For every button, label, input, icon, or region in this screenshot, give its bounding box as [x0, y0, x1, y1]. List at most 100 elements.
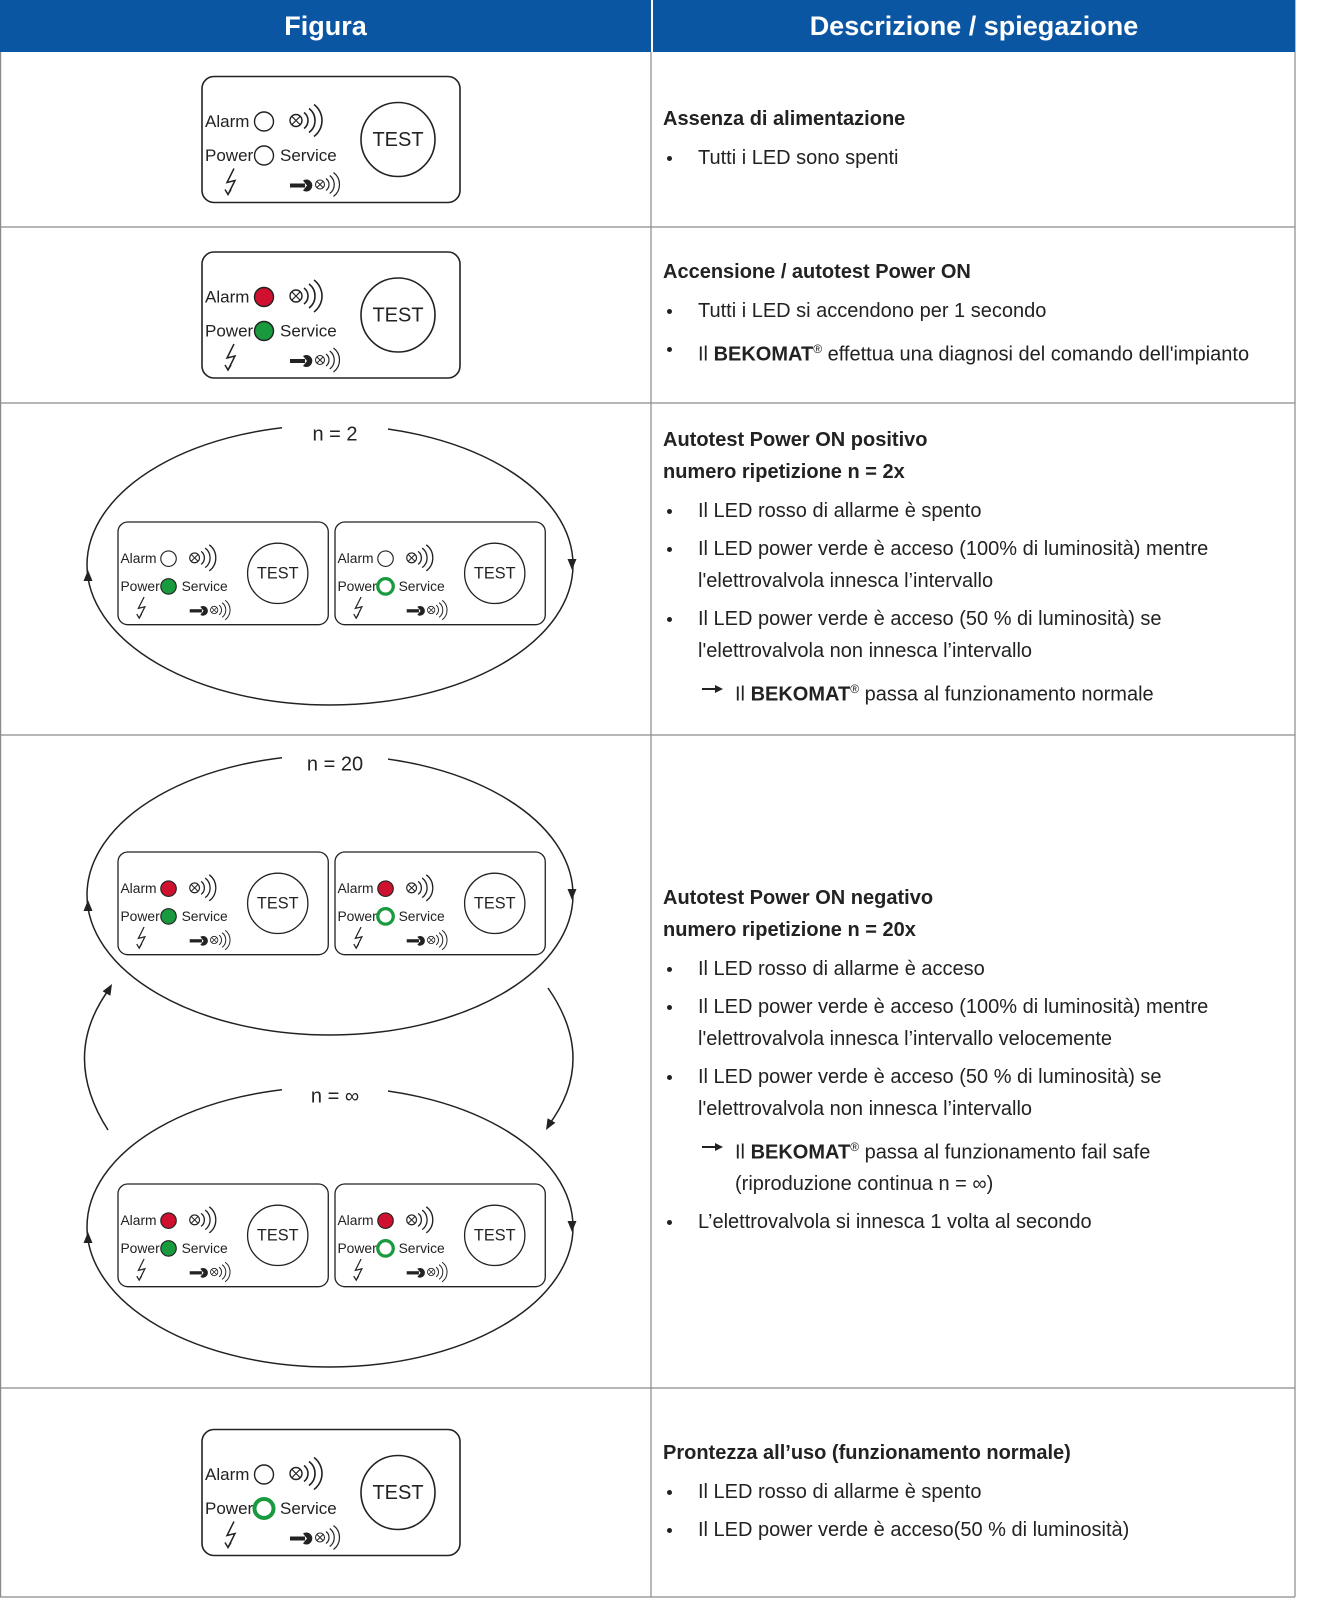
list-item: Il LED power verde è acceso (100% di lum…	[663, 991, 1263, 1055]
signal-icon	[189, 874, 217, 902]
arrow-head	[83, 900, 93, 911]
icon-part	[427, 1267, 436, 1277]
text: Il	[698, 343, 714, 366]
icon-part	[200, 550, 205, 565]
icon-part	[303, 1464, 309, 1483]
lightning-icon	[224, 343, 237, 372]
power-label: Power	[337, 578, 377, 594]
icon-part	[421, 877, 428, 899]
icon-part	[408, 884, 416, 892]
icon-part	[325, 178, 330, 191]
icon-part	[417, 880, 422, 895]
icon-part	[289, 113, 303, 128]
test-label: TEST	[372, 1482, 423, 1504]
list-item: Il LED rosso di allarme è acceso	[663, 953, 1263, 985]
test-label: TEST	[474, 1226, 516, 1244]
alarm-led	[160, 1212, 177, 1229]
list-item: Il LED rosso di allarme è spento	[663, 1476, 1263, 1508]
icon-part	[221, 602, 227, 618]
bullet	[667, 509, 672, 515]
icon-part	[189, 552, 201, 564]
icon-part	[314, 179, 326, 190]
service-label: Service	[280, 1499, 337, 1518]
icon-part	[189, 1214, 201, 1226]
signal-icon	[189, 544, 217, 572]
icon-part	[211, 1269, 217, 1275]
arrow-head	[567, 559, 577, 570]
icon-part	[325, 1531, 330, 1544]
list-item: Il BEKOMAT® passa al funzionamento fail …	[663, 1131, 1263, 1201]
test-label: TEST	[257, 894, 299, 912]
icon-part	[316, 356, 324, 364]
wrench-icon	[200, 935, 208, 946]
icon-part	[210, 935, 219, 945]
icon-part	[441, 599, 448, 621]
icon-part	[224, 929, 231, 951]
signal-icon	[289, 103, 323, 138]
alarm-label: Alarm	[205, 112, 249, 131]
service-label: Service	[280, 146, 337, 165]
icon-part	[406, 882, 418, 894]
icon-part	[303, 287, 309, 305]
power-led	[376, 1239, 395, 1258]
test-label: TEST	[474, 894, 516, 912]
arrow-head	[83, 570, 93, 581]
arrow-head	[546, 1118, 556, 1130]
icon-part	[204, 1209, 211, 1231]
description: Assenza di alimentazione Tutti i LED sono…	[663, 52, 1283, 227]
device-panel: Alarm Power Service TEST	[201, 75, 461, 204]
icon-part	[291, 1469, 301, 1478]
list-item: L’elettrovalvola si innesca 1 volta al s…	[663, 1206, 1263, 1238]
alarm-label: Alarm	[337, 550, 373, 566]
icon-part	[204, 877, 211, 899]
service-label: Service	[182, 908, 228, 924]
wrench-icon	[303, 355, 313, 367]
signal-icon	[210, 929, 231, 951]
list-item: Tutti i LED si accendono per 1 secondo	[663, 295, 1263, 327]
device-panel: Alarm Power Service TEST	[201, 1428, 461, 1557]
text: Tutti i LED sono spenti	[698, 146, 899, 169]
alarm-led	[377, 880, 394, 897]
text: Il LED power verde è acceso (50 % di lum…	[698, 608, 1162, 663]
text: Tutti i LED si accendono per 1 secondo	[698, 300, 1047, 323]
bullet	[667, 617, 672, 623]
bold-text: BEKOMAT	[750, 1141, 851, 1164]
bullet	[667, 1527, 672, 1533]
superscript: ®	[850, 682, 860, 697]
signal-icon	[314, 172, 341, 197]
icon-part	[428, 1269, 434, 1275]
bullet	[667, 547, 672, 553]
icon-part	[208, 874, 217, 902]
bold-text: BEKOMAT	[750, 683, 851, 706]
signal-icon	[210, 599, 231, 621]
power-led	[160, 1240, 177, 1257]
power-label: Power	[205, 146, 254, 165]
signal-icon	[406, 544, 434, 572]
device-panel: Alarm Power Service TEST	[334, 521, 546, 626]
header-cell: Figura	[0, 0, 651, 52]
test-button	[246, 872, 309, 935]
service-label: Service	[280, 321, 337, 340]
test-button	[463, 1204, 526, 1267]
repeat-label: n = 20	[307, 753, 363, 775]
bullet	[667, 1004, 672, 1010]
bold-text: BEKOMAT	[713, 343, 814, 366]
wrench-icon	[417, 1267, 425, 1278]
row-title: Prontezza all’uso (funzionamento normale…	[663, 1441, 1071, 1464]
icon-part	[289, 289, 303, 303]
text: Il LED power verde è acceso(50 % di lumi…	[698, 1518, 1130, 1541]
wrench-icon	[200, 1267, 208, 1278]
icon-part	[417, 1212, 422, 1227]
signal-icon	[210, 1261, 231, 1283]
row-title: numero ripetizione n = 20x	[663, 918, 916, 941]
icon-part	[308, 1460, 316, 1487]
bullet	[667, 1489, 672, 1495]
test-button	[246, 1204, 309, 1267]
wrench-icon	[200, 605, 208, 616]
power-led	[160, 578, 177, 595]
icon-part	[435, 1266, 439, 1278]
label-gap	[282, 1075, 388, 1099]
test-button	[360, 1454, 436, 1531]
icon-part	[427, 935, 436, 945]
